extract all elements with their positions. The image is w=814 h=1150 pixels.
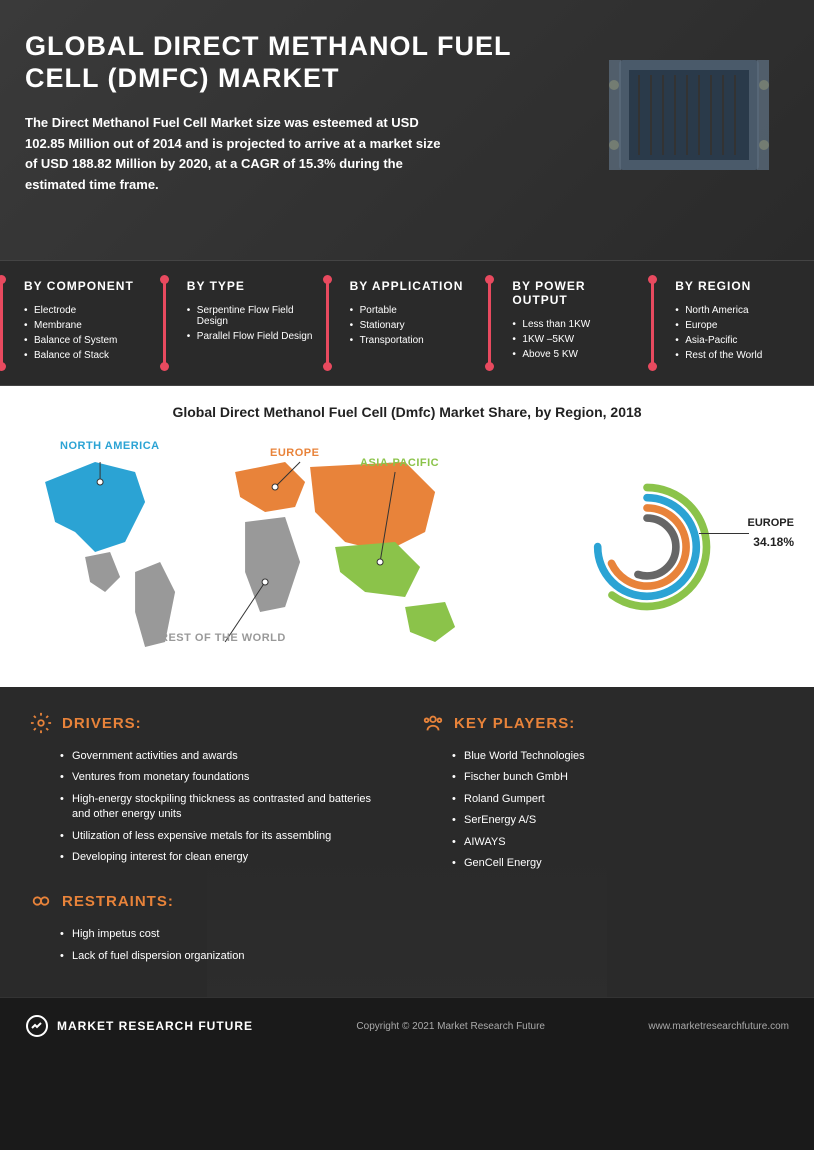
restraints-heading: RESTRAINTS: — [30, 890, 392, 912]
donut-value: 34.18% — [753, 535, 794, 549]
category-item: Parallel Flow Field Design — [187, 329, 314, 344]
category-block: BY POWER OUTPUT Less than 1KW1KW –5KWAbov… — [488, 261, 651, 385]
category-item: Portable — [350, 303, 477, 318]
keyplayers-heading: KEY PLAYERS: — [422, 712, 784, 734]
right-column: KEY PLAYERS: Blue World TechnologiesFisc… — [422, 712, 784, 967]
restraints-title: RESTRAINTS: — [62, 893, 174, 910]
category-item: Electrode — [24, 303, 151, 318]
map-title: Global Direct Methanol Fuel Cell (Dmfc) … — [20, 404, 794, 420]
hero-section: GLOBAL DIRECT METHANOL FUEL CELL (DMFC) … — [0, 0, 814, 260]
keyplayers-item: SerEnergy A/S — [452, 810, 784, 831]
category-block: BY REGION North AmericaEuropeAsia-Pacific… — [651, 261, 814, 385]
category-list: ElectrodeMembraneBalance of SystemBalanc… — [12, 303, 151, 363]
drivers-heading: DRIVERS: — [30, 712, 392, 734]
category-list: Less than 1KW1KW –5KWAbove 5 KW — [500, 317, 639, 362]
category-list: Serpentine Flow Field DesignParallel Flo… — [175, 303, 314, 344]
category-item: Rest of the World — [675, 348, 802, 363]
drivers-item: Ventures from monetary foundations — [60, 767, 392, 788]
restraints-item: Lack of fuel dispersion organization — [60, 946, 392, 967]
footer-url: www.marketresearchfuture.com — [648, 1021, 789, 1032]
left-column: DRIVERS: Government activities and award… — [30, 712, 392, 967]
category-title: BY TYPE — [175, 279, 314, 293]
keyplayers-item: Blue World Technologies — [452, 746, 784, 767]
restraints-list: High impetus costLack of fuel dispersion… — [30, 924, 392, 967]
category-item: Serpentine Flow Field Design — [187, 303, 314, 329]
category-item: Above 5 KW — [512, 347, 639, 362]
logo-icon — [25, 1014, 49, 1038]
category-item: 1KW –5KW — [512, 332, 639, 347]
footer-copyright: Copyright © 2021 Market Research Future — [356, 1021, 545, 1032]
category-item: Balance of Stack — [24, 348, 151, 363]
restraints-item: High impetus cost — [60, 924, 392, 945]
keyplayers-title: KEY PLAYERS: — [454, 715, 575, 732]
category-item: Asia-Pacific — [675, 333, 802, 348]
footer-brand: MARKET RESEARCH FUTURE — [57, 1019, 253, 1033]
category-title: BY COMPONENT — [12, 279, 151, 293]
drivers-title: DRIVERS: — [62, 715, 142, 732]
keyplayers-item: AIWAYS — [452, 832, 784, 853]
category-block: BY COMPONENTElectrodeMembraneBalance of … — [0, 261, 163, 385]
keyplayers-item: Roland Gumpert — [452, 789, 784, 810]
product-image — [589, 30, 789, 210]
chain-icon — [30, 890, 52, 912]
people-icon — [422, 712, 444, 734]
donut-chart: EUROPE 34.18% — [500, 447, 794, 647]
drivers-item: Government activities and awards — [60, 746, 392, 767]
map-section: Global Direct Methanol Fuel Cell (Dmfc) … — [0, 386, 814, 687]
drivers-item: Developing interest for clean energy — [60, 847, 392, 868]
page-title: GLOBAL DIRECT METHANOL FUEL CELL (DMFC) … — [25, 30, 545, 95]
gear-icon — [30, 712, 52, 734]
category-item: Europe — [675, 318, 802, 333]
region-label: REST OF THE WORLD — [160, 632, 286, 644]
category-item: Transportation — [350, 333, 477, 348]
category-title: BY APPLICATION — [338, 279, 477, 293]
category-list: PortableStationaryTransportation — [338, 303, 477, 348]
keyplayers-item: GenCell Energy — [452, 853, 784, 874]
category-block: BY TYPE Serpentine Flow Field DesignParal… — [163, 261, 326, 385]
category-block: BY APPLICATION PortableStationaryTranspor… — [326, 261, 489, 385]
category-item: North America — [675, 303, 802, 318]
keyplayers-item: Fischer bunch GmbH — [452, 767, 784, 788]
world-map: NORTH AMERICA EUROPE ASIA-PACIFIC REST OF T… — [20, 432, 490, 662]
category-title: BY REGION — [663, 279, 802, 293]
footer-logo: MARKET RESEARCH FUTURE — [25, 1014, 253, 1038]
region-label: EUROPE — [270, 447, 319, 459]
region-label: NORTH AMERICA — [60, 440, 160, 452]
category-item: Less than 1KW — [512, 317, 639, 332]
category-item: Membrane — [24, 318, 151, 333]
category-item: Stationary — [350, 318, 477, 333]
region-label: ASIA-PACIFIC — [360, 457, 439, 469]
footer: MARKET RESEARCH FUTURE Copyright © 2021 … — [0, 997, 814, 1054]
category-item: Balance of System — [24, 333, 151, 348]
category-list: North AmericaEuropeAsia-PacificRest of t… — [663, 303, 802, 363]
categories-row: BY COMPONENTElectrodeMembraneBalance of … — [0, 260, 814, 386]
donut-label: EUROPE — [748, 517, 794, 529]
drivers-item: High-energy stockpiling thickness as con… — [60, 789, 392, 826]
drivers-list: Government activities and awardsVentures… — [30, 746, 392, 868]
category-title: BY POWER OUTPUT — [500, 279, 639, 307]
bottom-section: DRIVERS: Government activities and award… — [0, 687, 814, 997]
callout-line — [699, 533, 749, 534]
keyplayers-list: Blue World TechnologiesFischer bunch Gmb… — [422, 746, 784, 874]
hero-description: The Direct Methanol Fuel Cell Market siz… — [25, 113, 445, 196]
drivers-item: Utilization of less expensive metals for… — [60, 826, 392, 847]
